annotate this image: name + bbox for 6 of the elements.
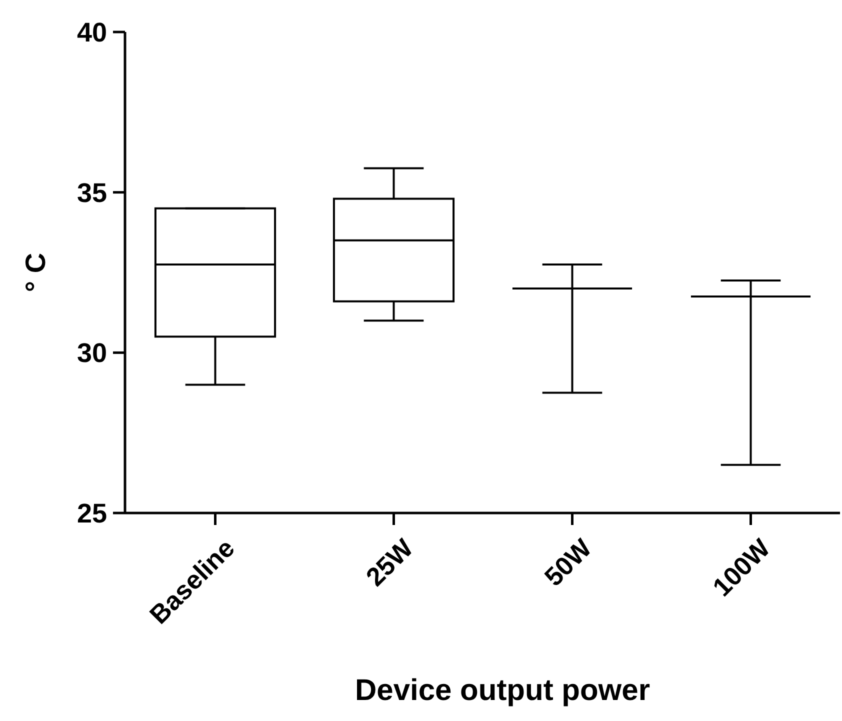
y-tick-label: 40 [76, 17, 107, 48]
y-tick-label: 30 [76, 338, 107, 368]
x-axis-title: Device output power [354, 674, 650, 707]
y-axis-title: ° C [20, 252, 51, 292]
y-tick-label: 35 [76, 178, 107, 208]
y-tick-label: 25 [76, 498, 107, 528]
